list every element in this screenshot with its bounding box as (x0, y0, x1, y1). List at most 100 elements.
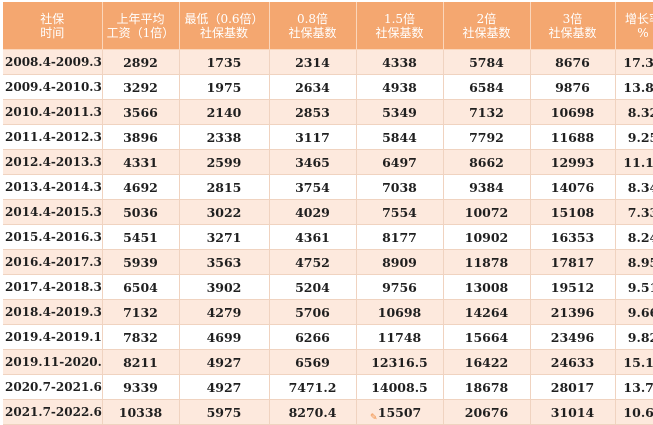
column-header-line: 社保基数 (288, 25, 337, 40)
value-cell: 3902 (179, 274, 270, 300)
column-header: 增长率% (615, 2, 653, 50)
table-row: 2017.4-2018.3 6504 3902 5204 9756 13008 19512 9… (3, 274, 653, 300)
value-cell: 9384 (443, 174, 531, 200)
column-header-line: % (637, 25, 649, 40)
column-header: 3倍 社保基数 (530, 2, 616, 50)
value-cell: 3117 (269, 124, 357, 150)
value-cell: 6266 (269, 324, 357, 350)
value-cell: 6584 (443, 74, 531, 100)
value-cell: 6569 (269, 349, 357, 375)
value-cell: 5939 (102, 249, 180, 275)
value-cell: 8.24 (615, 224, 653, 250)
value-cell: 1975 (179, 74, 270, 100)
value-cell: 23496 (530, 324, 616, 350)
value-cell: 24633 (530, 349, 616, 375)
period-cell: 2021.7-2022.6 (3, 399, 103, 425)
value-cell: 3754 (269, 174, 357, 200)
value-cell: 9.66 (615, 299, 653, 325)
value-cell: 2815 (179, 174, 270, 200)
value-cell: 3896 (102, 124, 180, 150)
value-cell: 5784 (443, 49, 531, 75)
column-header-line: 社保基数 (375, 25, 424, 40)
table-row: 2019.11-2020.6 8211 4927 6569 12316.5 16422 24… (3, 349, 653, 375)
table-row: 2010.4-2011.3 3566 2140 2853 5349 7132 10698 8.… (3, 99, 653, 125)
value-cell: 10.69 (615, 399, 653, 425)
column-header: 社保 时间 (3, 2, 103, 50)
value-cell: 4752 (269, 249, 357, 275)
value-cell: 5844 (356, 124, 444, 150)
value-cell: 11.17 (615, 149, 653, 175)
value-cell: 9339 (102, 374, 180, 400)
column-header: 0.8倍 社保基数 (269, 2, 357, 50)
value-cell: 8177 (356, 224, 444, 250)
value-cell: 7132 (102, 299, 180, 325)
value-cell: 10338 (102, 399, 180, 425)
value-cell: 7554 (356, 199, 444, 225)
value-cell: 12993 (530, 149, 616, 175)
value-cell: 3566 (102, 99, 180, 125)
table-row: 2009.4-2010.3 3292 1975 2634 4938 6584 9876 13.… (3, 74, 653, 100)
value-cell: 3292 (102, 74, 180, 100)
value-cell: 9.51 (615, 274, 653, 300)
period-cell: 2018.4-2019.3 (3, 299, 103, 325)
value-cell: 14076 (530, 174, 616, 200)
value-cell: 4699 (179, 324, 270, 350)
value-cell: 3022 (179, 199, 270, 225)
value-cell: 8909 (356, 249, 444, 275)
value-cell: 4927 (179, 349, 270, 375)
value-cell: 11748 (356, 324, 444, 350)
period-cell: 2010.4-2011.3 (3, 99, 103, 125)
value-cell: 10698 (530, 99, 616, 125)
value-cell: 18678 (443, 374, 531, 400)
value-cell: 4338 (356, 49, 444, 75)
value-cell: 8.32 (615, 99, 653, 125)
column-header-line: 社保基数 (462, 25, 511, 40)
watermark-icon: ✎ (370, 413, 378, 423)
table-row: 2018.4-2019.3 7132 4279 5706 10698 14264 21396… (3, 299, 653, 325)
value-cell: 28017 (530, 374, 616, 400)
period-cell: 2011.4-2012.3 (3, 124, 103, 150)
value-cell: 5204 (269, 274, 357, 300)
value-cell: 2338 (179, 124, 270, 150)
value-cell: 15664 (443, 324, 531, 350)
table-row: 2019.4-2019.10 7832 4699 6266 11748 15664 2349… (3, 324, 653, 350)
value-cell: 7038 (356, 174, 444, 200)
value-cell: 15108 (530, 199, 616, 225)
value-cell: 7471.2 (269, 374, 357, 400)
value-cell: 16353 (530, 224, 616, 250)
period-cell: 2015.4-2016.3 (3, 224, 103, 250)
value-cell: 2314 (269, 49, 357, 75)
value-cell: 13.83 (615, 74, 653, 100)
value-cell: 8.95 (615, 249, 653, 275)
value-cell: 19512 (530, 274, 616, 300)
header-row: 社保 时间 上年平均 工资（1倍） 最低（0.6倍） 社保基数 0.8倍 社保基数 1.5倍 社保… (3, 2, 653, 50)
value-cell: 10698 (356, 299, 444, 325)
column-header: 上年平均 工资（1倍） (102, 2, 180, 50)
value-cell: 4279 (179, 299, 270, 325)
column-header: 2倍 社保基数 (443, 2, 531, 50)
value-cell: 6504 (102, 274, 180, 300)
table-row: 2013.4-2014.3 4692 2815 3754 7038 9384 14076 8.… (3, 174, 653, 200)
period-cell: 2008.4-2009.3 (3, 49, 103, 75)
value-cell: 5706 (269, 299, 357, 325)
value-cell: 31014 (530, 399, 616, 425)
period-cell: 2017.4-2018.3 (3, 274, 103, 300)
value-cell: 8662 (443, 149, 531, 175)
table-body: 2008.4-2009.3 2892 1735 2314 4338 5784 8676 17.… (3, 49, 653, 425)
value-cell: 4361 (269, 224, 357, 250)
period-cell: 2019.11-2020.6 (3, 349, 103, 375)
value-cell: 4927 (179, 374, 270, 400)
value-cell: 3563 (179, 249, 270, 275)
value-cell: 2140 (179, 99, 270, 125)
value-cell: 7792 (443, 124, 531, 150)
value-cell: 21396 (530, 299, 616, 325)
table-row: 2021.7-2022.6 10338 5975 8270.4 15507 20676 31… (3, 399, 653, 425)
period-cell: 2013.4-2014.3 (3, 174, 103, 200)
value-cell: 9876 (530, 74, 616, 100)
value-cell: 14008.5 (356, 374, 444, 400)
value-cell: 16422 (443, 349, 531, 375)
column-header-line: 增长率 (624, 11, 653, 26)
value-cell: 4938 (356, 74, 444, 100)
value-cell: 10902 (443, 224, 531, 250)
table-row: 2016.4-2017.3 5939 3563 4752 8909 11878 17817 8… (3, 249, 653, 275)
